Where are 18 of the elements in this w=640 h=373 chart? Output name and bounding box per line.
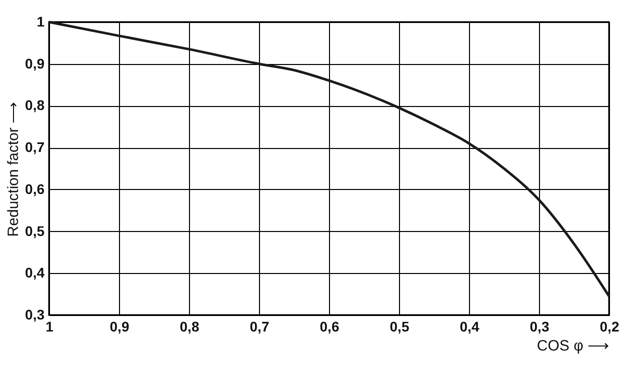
x-tick-label: 0,7 <box>250 318 270 334</box>
y-tick-label: 0,8 <box>25 97 45 114</box>
y-tick-label: 0,4 <box>25 264 45 281</box>
x-axis-title: COS φ ⟶ <box>536 338 610 354</box>
x-tick-label: 0,8 <box>180 318 200 334</box>
y-tick-label: 0,6 <box>25 180 45 197</box>
x-tick-label: 0,2 <box>600 318 620 334</box>
x-tick-label: 0,5 <box>390 318 410 334</box>
x-tick-label: 0,9 <box>110 318 130 334</box>
y-tick-label: 0,5 <box>25 222 45 239</box>
y-tick-label: 0,9 <box>25 55 45 72</box>
x-tick-label: 0,4 <box>460 318 480 334</box>
y-axis-title: Reduction factor ⟶ <box>5 101 22 237</box>
x-tick-label: 0,6 <box>320 318 340 334</box>
x-tick-label: 0,3 <box>530 318 550 334</box>
y-tick-label: 0,3 <box>25 306 45 322</box>
y-tick-label: 0,7 <box>25 139 45 156</box>
y-tick-label: 1 <box>36 14 45 30</box>
